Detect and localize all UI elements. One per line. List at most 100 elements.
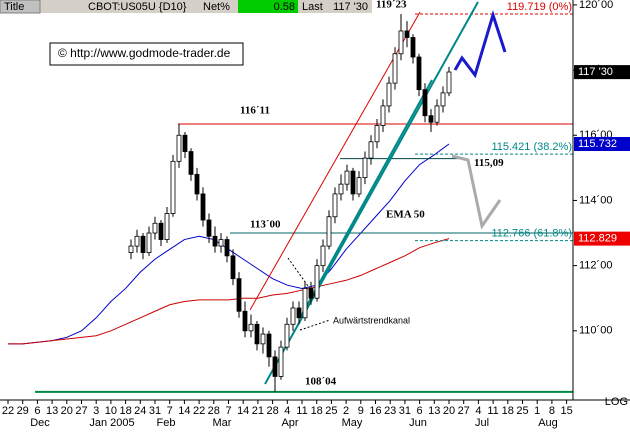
x-tick-label: 14 xyxy=(178,405,190,417)
projection-down xyxy=(451,154,502,230)
x-tick-label: 18 xyxy=(119,405,131,417)
x-tick-label: 14 xyxy=(237,405,249,417)
candle-body xyxy=(320,245,326,267)
x-tick-label: 15 xyxy=(560,405,572,417)
x-tick-label: 27 xyxy=(458,405,470,417)
x-tick-label: 2 xyxy=(343,405,349,417)
x-tick-label: 11 xyxy=(296,405,307,417)
candle-body xyxy=(272,356,278,377)
y-tick-label: 112´00 xyxy=(579,260,612,272)
level-label: 115,09 xyxy=(474,157,504,169)
candle-body xyxy=(248,323,254,332)
x-tick-label: 20 xyxy=(443,405,455,417)
copyright: © http://www.godmode-trader.de xyxy=(58,46,231,60)
level-label: 116´11 xyxy=(240,105,270,117)
candle-body xyxy=(308,288,314,299)
candle-body xyxy=(146,232,152,253)
x-tick-label: 31 xyxy=(399,405,411,417)
candle-body xyxy=(338,183,344,195)
x-tick-label: 23 xyxy=(384,405,396,417)
candle-body xyxy=(314,265,320,299)
candle-body xyxy=(206,219,212,237)
candle-body xyxy=(242,310,248,332)
annotation: EMA 50 xyxy=(386,209,425,221)
x-tick-label: 31 xyxy=(149,405,161,417)
trend-line xyxy=(264,1,479,385)
candle-body xyxy=(386,82,392,107)
y-tick-label: 120´00 xyxy=(579,0,613,11)
price-tag xyxy=(574,136,630,151)
candle-body xyxy=(428,115,434,123)
header-net-label: Net% xyxy=(203,1,230,13)
level-label: 119.719 (0%) xyxy=(507,1,572,13)
candle-body xyxy=(182,134,188,152)
candle-body xyxy=(344,170,350,185)
candle-body xyxy=(134,235,140,247)
candle-body xyxy=(200,193,206,221)
candle-body xyxy=(404,30,410,38)
x-tick-label: 13 xyxy=(428,405,440,417)
price-tag xyxy=(574,65,630,80)
header-last-label: Last xyxy=(302,1,323,13)
x-tick-label: 25 xyxy=(516,405,528,417)
x-tick-label: 9 xyxy=(358,405,364,417)
candle-body xyxy=(326,216,332,247)
candle-body xyxy=(224,239,230,257)
projection-up xyxy=(453,9,507,79)
price-tag-label: 115.732 xyxy=(578,138,617,150)
candle-body xyxy=(392,53,398,84)
x-tick-label: 18 xyxy=(502,405,514,417)
y-tick-label: 110´00 xyxy=(579,325,612,337)
level-label: 113´00 xyxy=(250,219,281,231)
x-tick-label: 4 xyxy=(475,405,481,417)
trend-line xyxy=(299,79,433,319)
month-label: Jul xyxy=(475,417,489,429)
x-tick-label: 13 xyxy=(46,405,58,417)
candle-body xyxy=(410,37,416,58)
x-tick-label: 8 xyxy=(549,405,555,417)
candle-body xyxy=(170,160,176,214)
price-tag-label: 117 '30 xyxy=(578,66,613,78)
month-label: Jan 2005 xyxy=(89,417,134,429)
candle-body xyxy=(218,239,224,247)
candle-body xyxy=(212,235,218,247)
x-tick-label: 27 xyxy=(75,405,87,417)
candle-body xyxy=(332,193,338,218)
header-title: Title xyxy=(4,1,24,13)
candle-body xyxy=(290,307,296,325)
x-tick-label: 25 xyxy=(325,405,337,417)
candle-body xyxy=(152,222,158,234)
month-label: Apr xyxy=(281,417,298,429)
level-label: 112.766 (61.8%) xyxy=(491,228,572,240)
net-box xyxy=(238,0,298,13)
candle-body xyxy=(446,71,452,94)
month-label: Aug xyxy=(538,417,558,429)
candle-body xyxy=(398,30,404,55)
candle-body xyxy=(164,213,170,240)
level-label: 119´23 xyxy=(376,0,407,11)
x-tick-label: 28 xyxy=(208,405,220,417)
trend-line xyxy=(249,11,421,311)
candle-body xyxy=(350,170,356,195)
candle-body xyxy=(416,56,422,91)
candle-body xyxy=(260,333,266,345)
x-tick-label: 28 xyxy=(266,405,278,417)
pointer xyxy=(287,257,319,301)
candle-body xyxy=(188,151,194,175)
x-tick-label: 7 xyxy=(225,405,231,417)
candle-body xyxy=(380,105,386,126)
scale-label: LOG xyxy=(605,396,628,408)
candle-body xyxy=(440,92,446,107)
header-symbol: CBOT:US05U {D10} xyxy=(88,1,187,13)
x-tick-label: 29 xyxy=(17,405,29,417)
x-tick-label: 21 xyxy=(252,405,264,417)
ema-line xyxy=(8,238,450,345)
candle-body xyxy=(278,346,284,377)
candle-body xyxy=(296,307,302,319)
candle-body xyxy=(128,245,134,253)
candle-body xyxy=(176,134,182,162)
candle-body xyxy=(158,222,164,240)
